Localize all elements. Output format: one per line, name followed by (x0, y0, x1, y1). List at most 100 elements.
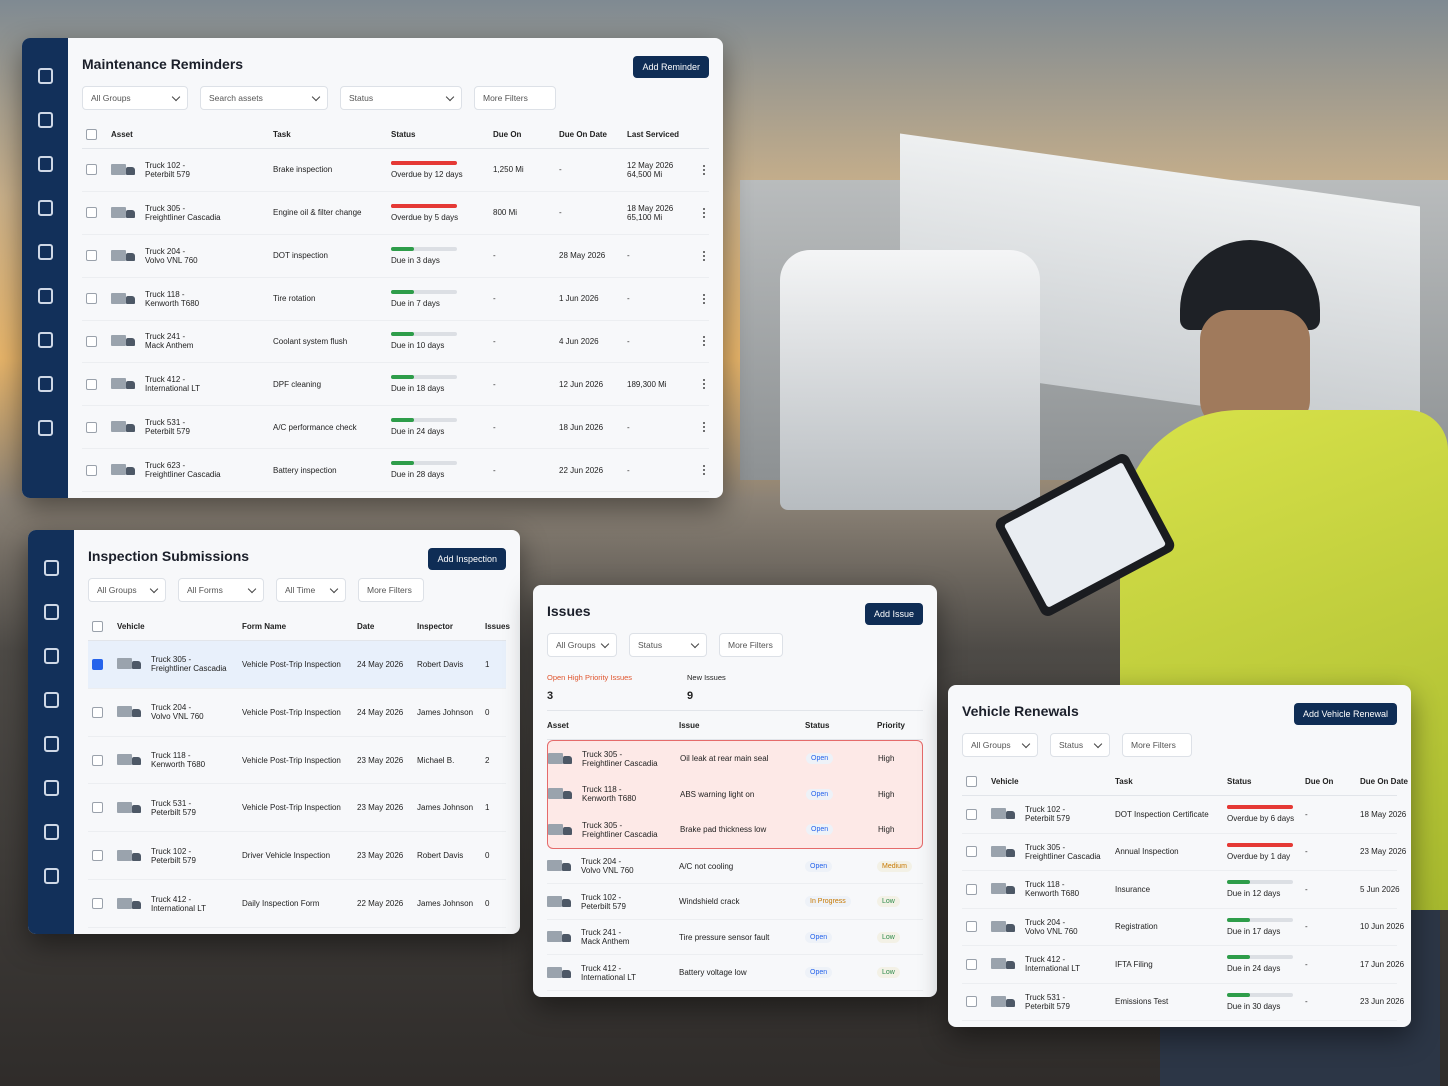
table-row: Truck 241 - Mack Anthem Tire pressure sens… (547, 920, 923, 956)
filter[interactable]: Status (340, 86, 462, 110)
text: 23 Jun 2026 (1360, 997, 1405, 1007)
progress-bar (1227, 917, 1293, 922)
checkbox[interactable] (86, 207, 97, 219)
checkbox[interactable] (966, 883, 977, 895)
asset-text: Truck 531 - Peterbilt 579 (1025, 993, 1070, 1011)
checkbox[interactable] (966, 958, 977, 970)
filter[interactable]: More Filters (1122, 733, 1192, 757)
line: 189,300 Mi (627, 379, 667, 389)
nav-icon (37, 244, 53, 260)
filter[interactable]: Search assets (200, 86, 328, 110)
text: Battery voltage low (679, 968, 747, 978)
cell-issues: 1 (485, 660, 515, 669)
column-header: Last Serviced (627, 129, 680, 139)
table-row: Truck 241 - Mack Anthem Coolant system flu… (82, 321, 709, 364)
sidebar (28, 530, 74, 934)
column-header: Due On (1305, 776, 1334, 786)
checkbox[interactable] (966, 808, 977, 820)
text: Brake pad thickness low (680, 825, 767, 835)
row-menu[interactable] (703, 383, 705, 386)
row-menu[interactable] (703, 297, 705, 300)
line: Truck 531 - (145, 418, 186, 428)
checkbox[interactable] (86, 421, 97, 433)
filter[interactable]: All Forms (178, 578, 264, 602)
asset: Truck 531 - Peterbilt 579 (117, 799, 242, 817)
cell-due_date: 22 Jun 2026 (559, 466, 627, 475)
asset: Truck 118 - Kenworth T680 (111, 290, 273, 308)
checkbox[interactable] (966, 921, 977, 933)
asset-text: Truck 204 - Volvo VNL 760 (145, 247, 198, 265)
primary-button[interactable]: Add Reminder (633, 56, 709, 78)
checkbox[interactable] (92, 802, 103, 814)
checkbox[interactable] (92, 706, 103, 718)
cell-status: Open (805, 967, 877, 979)
column-header: Status (391, 129, 416, 139)
asset: Truck 241 - Mack Anthem (547, 928, 679, 946)
cell-last: 18 May 2026 65,100 Mi (627, 204, 689, 222)
row-menu[interactable] (703, 168, 705, 171)
progress-fill (391, 332, 415, 337)
flagged-group: Truck 305 - Freightliner Cascadia Oil leak… (547, 740, 923, 849)
checkbox[interactable] (92, 658, 103, 670)
row-menu[interactable] (703, 254, 705, 257)
row-menu[interactable] (703, 211, 705, 214)
filter[interactable]: More Filters (474, 86, 556, 110)
line: Volvo VNL 760 (151, 712, 204, 722)
checkbox[interactable] (86, 250, 97, 262)
checkbox[interactable] (92, 850, 103, 862)
filter[interactable]: All Groups (962, 733, 1038, 757)
checkbox[interactable] (86, 335, 97, 347)
primary-button[interactable]: Add Inspection (428, 548, 506, 570)
line: Truck 102 - (1025, 805, 1066, 815)
row-menu[interactable] (703, 426, 705, 429)
table-row: Truck 102 - Peterbilt 579 Windshield crack… (547, 884, 923, 920)
cell-form: Daily Inspection Form (242, 899, 357, 908)
checkbox[interactable] (966, 996, 977, 1008)
row-menu[interactable] (703, 340, 705, 343)
status-text: Due in 12 days (1227, 889, 1281, 899)
filter[interactable]: All Groups (547, 633, 617, 657)
column-header: Inspector (417, 621, 454, 631)
text: Coolant system flush (273, 336, 348, 346)
line: Truck 531 - (151, 798, 192, 808)
filter[interactable]: More Filters (358, 578, 424, 602)
text: - (1305, 959, 1308, 969)
line: Truck 118 - (582, 785, 622, 795)
checkbox[interactable] (86, 164, 97, 176)
filter[interactable]: Status (1050, 733, 1110, 757)
checkbox[interactable] (92, 754, 103, 766)
line: - (627, 465, 630, 475)
asset: Truck 412 - International LT (547, 964, 679, 982)
line: Freightliner Cascadia (151, 664, 227, 674)
line: 18 May 2026 (627, 203, 674, 213)
checkbox[interactable] (966, 846, 977, 858)
filter[interactable]: All Time (276, 578, 346, 602)
cell-status: Due in 12 days (1227, 880, 1305, 898)
table-row: Truck 204 - Volvo VNL 760 Vehicle Post-Tri… (88, 689, 506, 737)
text: DOT Inspection Certificate (1115, 809, 1209, 819)
checkbox[interactable] (86, 464, 97, 476)
filter[interactable]: All Groups (88, 578, 166, 602)
truck-icon (991, 880, 1017, 898)
truck-icon (547, 857, 573, 875)
cell-task: Brake inspection (273, 165, 391, 174)
stat: Open High Priority Issues 3 (547, 673, 687, 702)
column-header: Form Name (242, 621, 287, 631)
checkbox[interactable] (86, 293, 97, 305)
filter[interactable]: Status (629, 633, 707, 657)
row-menu[interactable] (703, 469, 705, 472)
checkbox[interactable] (92, 898, 103, 910)
checkbox (966, 775, 977, 787)
text: 18 May 2026 (1360, 809, 1407, 819)
cell-asset: Truck 204 - Volvo VNL 760 (547, 857, 679, 875)
primary-button[interactable]: Add Issue (864, 603, 923, 625)
column-header: Asset (547, 720, 569, 730)
filter[interactable]: More Filters (719, 633, 783, 657)
line: Truck 102 - (151, 846, 192, 856)
nav-icon (37, 420, 53, 436)
checkbox[interactable] (86, 378, 97, 390)
filter[interactable]: All Groups (82, 86, 188, 110)
text: - (493, 465, 496, 475)
text: ABS warning light on (680, 789, 755, 799)
primary-button[interactable]: Add Vehicle Renewal (1293, 703, 1397, 725)
